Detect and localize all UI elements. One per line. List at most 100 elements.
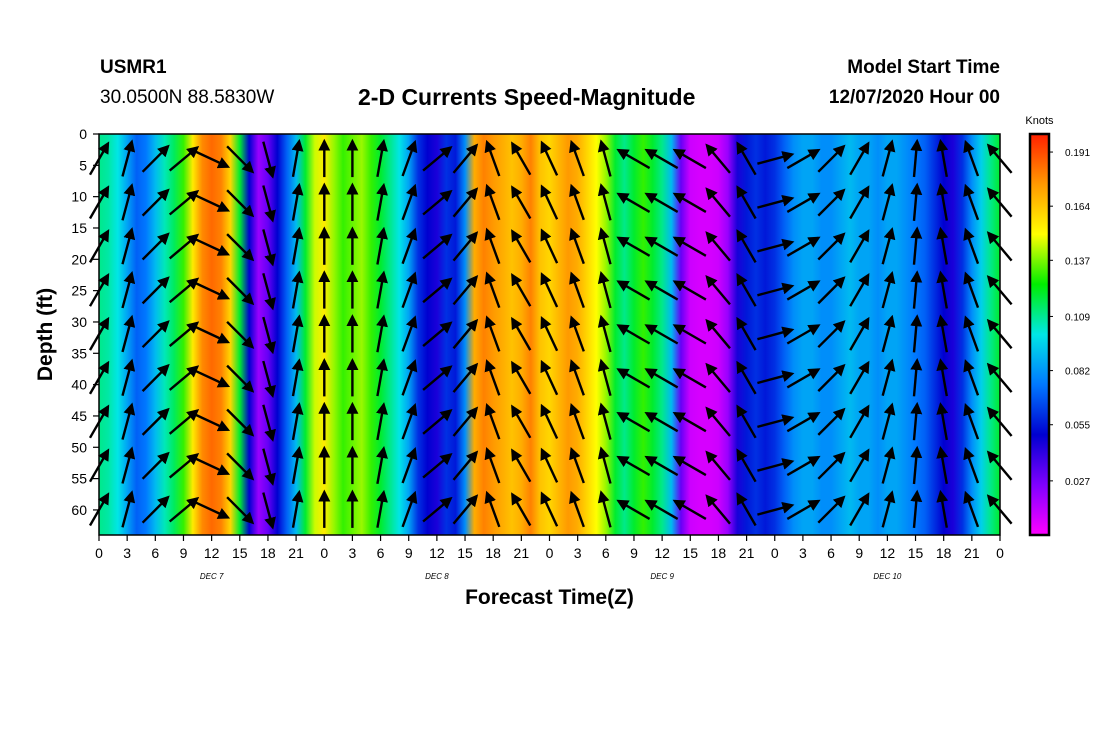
current-vector (963, 359, 980, 396)
current-vector (168, 321, 200, 348)
current-vector (849, 492, 870, 527)
current-vector (881, 227, 896, 265)
current-vector (422, 452, 453, 479)
current-vector (168, 496, 200, 523)
current-vector (786, 192, 821, 213)
current-vector (291, 314, 304, 353)
current-vector (262, 229, 276, 267)
current-vector (644, 148, 679, 170)
current-vector (616, 148, 651, 170)
current-vector (963, 446, 980, 484)
y-tick-label: 5 (79, 157, 87, 173)
current-vector (452, 406, 479, 437)
current-vector (121, 227, 136, 265)
station-id: USMR1 (100, 57, 167, 78)
current-vector (597, 183, 612, 221)
current-vector (817, 451, 846, 480)
x-tick-label: 15 (908, 545, 924, 561)
current-vector (644, 499, 679, 520)
current-vector (452, 494, 479, 525)
current-vector (736, 360, 757, 395)
x-tick-label: 12 (880, 545, 896, 561)
current-vector (616, 236, 651, 257)
colorbar-tick-label: 0.164 (1065, 202, 1090, 213)
current-vector (141, 451, 170, 480)
current-vector (672, 499, 707, 520)
current-vector (705, 275, 731, 306)
current-vector (849, 229, 870, 263)
current-vector (540, 359, 559, 396)
current-vector (757, 370, 795, 385)
current-vector (705, 187, 731, 218)
current-vector (121, 446, 136, 484)
current-vector (484, 359, 501, 396)
x-tick-label: 12 (654, 545, 670, 561)
current-vector (910, 270, 923, 309)
current-vector (401, 403, 418, 440)
x-tick-label: 21 (288, 545, 304, 561)
current-vector (672, 368, 707, 389)
current-vector (262, 141, 276, 179)
current-vector (226, 233, 255, 262)
current-vector (511, 141, 532, 176)
current-vector (910, 226, 923, 265)
current-vector (121, 270, 136, 309)
current-vector (262, 404, 276, 442)
current-vector (452, 275, 479, 306)
current-vector (705, 406, 731, 437)
current-vector (376, 489, 388, 528)
current-vector (569, 403, 585, 440)
current-vector (963, 271, 980, 309)
current-vector (401, 139, 418, 177)
current-vector (376, 446, 388, 485)
current-vector (881, 314, 896, 353)
colorbar-unit: Knots (1025, 115, 1054, 127)
current-vector (644, 236, 679, 257)
current-vector (422, 189, 453, 216)
current-vector (141, 232, 170, 261)
current-vector (910, 314, 923, 353)
current-vector (736, 185, 757, 220)
current-vector (936, 358, 949, 397)
model-start-label: Model Start Time (847, 57, 1000, 78)
x-tick-label: 3 (349, 545, 357, 561)
y-tick-label: 60 (71, 502, 87, 518)
x-tick-label: 0 (771, 545, 779, 561)
current-vector (484, 403, 501, 440)
current-vector (881, 139, 896, 177)
current-vector (121, 402, 136, 440)
current-vector (569, 183, 585, 221)
current-vector (757, 194, 795, 209)
current-vector (597, 314, 612, 353)
x-tick-label: 6 (151, 545, 159, 561)
current-vector (849, 360, 870, 395)
y-tick-label: 35 (71, 345, 87, 361)
current-vector (291, 138, 304, 178)
current-vector (786, 368, 821, 389)
current-vector (644, 192, 679, 213)
current-vector (817, 188, 846, 217)
current-vector (736, 404, 757, 439)
current-vector (511, 316, 532, 351)
current-vector (422, 321, 453, 348)
current-vector (644, 455, 679, 477)
current-vector (569, 139, 585, 177)
current-vector (963, 315, 980, 352)
current-vector (569, 359, 585, 396)
current-vector (936, 489, 949, 528)
current-vector (511, 229, 532, 263)
current-vector (672, 280, 707, 301)
current-vector (963, 139, 980, 177)
current-vector (141, 276, 170, 305)
current-vector (121, 183, 136, 221)
current-vector (422, 145, 453, 172)
x-tick-label: 18 (711, 545, 727, 561)
current-vector (226, 320, 255, 349)
current-vector (644, 324, 679, 345)
current-vector (597, 446, 612, 484)
model-start-value: 12/07/2020 Hour 00 (828, 87, 1000, 108)
current-vector (644, 368, 679, 389)
current-vector (672, 148, 707, 170)
current-vector (705, 362, 731, 393)
